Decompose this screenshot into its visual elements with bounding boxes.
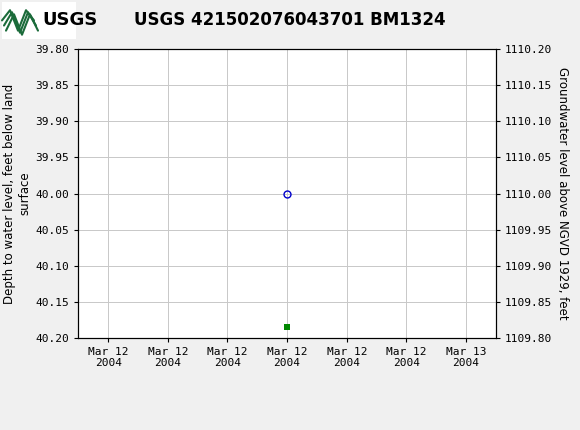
Y-axis label: Depth to water level, feet below land
surface: Depth to water level, feet below land su… [3,83,31,304]
Text: USGS: USGS [42,12,97,29]
FancyBboxPatch shape [2,2,76,39]
Text: USGS 421502076043701 BM1324: USGS 421502076043701 BM1324 [134,12,446,29]
Y-axis label: Groundwater level above NGVD 1929, feet: Groundwater level above NGVD 1929, feet [556,67,570,320]
